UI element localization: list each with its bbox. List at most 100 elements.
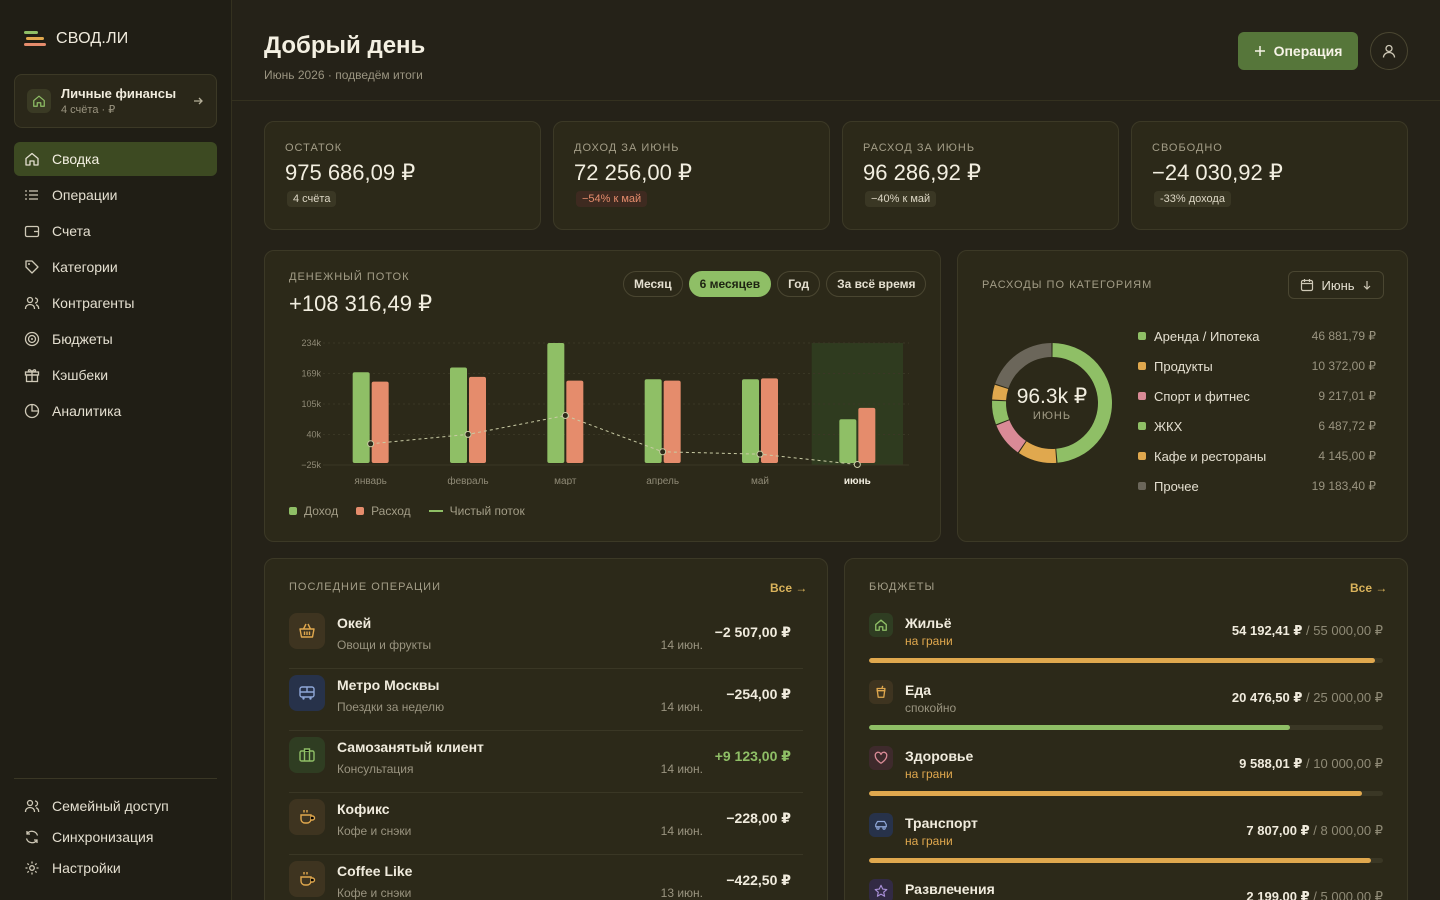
net-flow-point[interactable] — [367, 440, 375, 448]
period-tab-month[interactable]: Месяц — [623, 271, 683, 297]
user-icon — [1382, 44, 1396, 58]
nav-item-sync[interactable]: Синхронизация — [14, 822, 217, 851]
operation-row[interactable]: Самозанятый клиент Консультация 14 июн. … — [289, 731, 803, 793]
income-bar[interactable] — [352, 372, 370, 463]
operation-row[interactable]: Coffee Like Кофе и снэки 13 июн. −422,50… — [289, 855, 803, 900]
net-flow-point[interactable] — [464, 430, 472, 438]
donut-slice[interactable] — [1052, 343, 1112, 463]
net-flow-point[interactable] — [853, 461, 861, 469]
add-operation-button[interactable]: Операция — [1238, 32, 1358, 70]
budgets-card: БЮДЖЕТЫ Все → Жильё на грани 54 192,41 ₽… — [844, 558, 1408, 900]
nav-item-budgets[interactable]: Бюджеты — [14, 322, 217, 356]
x-tick-label: май — [751, 476, 769, 485]
app-logo[interactable]: СВОД.ЛИ — [24, 30, 128, 48]
operation-date: 14 июн. — [660, 762, 703, 776]
budget-name: Жильё — [905, 615, 952, 631]
summary-card-expense[interactable]: РАСХОД ЗА ИЮНЬ 96 286,92 ₽ −40% к май — [842, 121, 1119, 230]
budget-row[interactable]: Жильё на грани 54 192,41 ₽ / 55 000,00 ₽ — [869, 607, 1383, 674]
summary-card-balance[interactable]: ОСТАТОК 975 686,09 ₽ 4 счёта — [264, 121, 541, 230]
operation-amount: −2 507,00 ₽ — [714, 624, 791, 640]
nav-item-analytics[interactable]: Аналитика — [14, 394, 217, 428]
budget-row[interactable]: Транспорт на грани 7 807,00 ₽ / 8 000,00… — [869, 807, 1383, 874]
net-flow-point[interactable] — [659, 448, 667, 456]
operation-row[interactable]: Метро Москвы Поездки за неделю 14 июн. −… — [289, 669, 803, 731]
income-bar[interactable] — [742, 379, 759, 463]
income-bar[interactable] — [644, 379, 662, 463]
cup-icon — [869, 679, 893, 704]
x-tick-label: июнь — [844, 476, 871, 485]
cashflow-total: +108 316,49 ₽ — [289, 291, 433, 316]
nav-item-operations[interactable]: Операции — [14, 178, 217, 212]
nav-item-settings[interactable]: Настройки — [14, 853, 217, 882]
budget-row[interactable]: Развлечения 2 199,00 ₽ / 5 000,00 ₽ — [869, 873, 1383, 900]
budgets-all-link[interactable]: Все → — [1350, 581, 1388, 595]
expense-bar[interactable] — [566, 380, 584, 463]
category-row[interactable]: Спорт и фитнес 9 217,01 ₽ — [1138, 381, 1376, 411]
category-row[interactable]: Кафе и рестораны 4 145,00 ₽ — [1138, 441, 1376, 471]
nav-item-summary[interactable]: Сводка — [14, 142, 217, 176]
category-list: Аренда / Ипотека 46 881,79 ₽ Продукты 10 37… — [1138, 321, 1376, 501]
calendar-icon — [1301, 279, 1314, 292]
category-row[interactable]: ЖКХ 6 487,72 ₽ — [1138, 411, 1376, 441]
nav-item-counterparties[interactable]: Контрагенты — [14, 286, 217, 320]
expense-bar[interactable] — [469, 376, 486, 463]
budget-row[interactable]: Еда спокойно 20 476,50 ₽ / 25 000,00 ₽ — [869, 674, 1383, 741]
expense-bar[interactable] — [858, 407, 876, 463]
operations-card: ПОСЛЕДНИЕ ОПЕРАЦИИ Все → Окей Овощи и фр… — [264, 558, 828, 900]
x-tick-label: январь — [354, 476, 386, 485]
budget-name: Развлечения — [905, 881, 995, 897]
nav-item-family-access[interactable]: Семейный доступ — [14, 791, 217, 820]
category-row[interactable]: Аренда / Ипотека 46 881,79 ₽ — [1138, 321, 1376, 351]
net-flow-point[interactable] — [561, 412, 569, 420]
expense-bar[interactable] — [371, 381, 389, 463]
donut-slice[interactable] — [995, 343, 1052, 389]
y-tick-label: 105k — [301, 399, 321, 409]
donut-slice[interactable] — [992, 400, 1010, 425]
income-bar[interactable] — [839, 419, 857, 463]
operation-amount: −422,50 ₽ — [726, 872, 791, 888]
budget-spent: 2 199,00 ₽ — [1246, 889, 1310, 900]
legend-income: Доход — [289, 504, 338, 518]
page-title: Добрый день — [264, 32, 426, 59]
month-select[interactable]: Июнь — [1288, 271, 1384, 299]
income-bar[interactable] — [450, 367, 467, 463]
net-flow-point[interactable] — [756, 450, 764, 458]
period-tab-year[interactable]: Год — [777, 271, 821, 297]
chart-legend: Доход Расход Чистый поток — [289, 504, 525, 518]
category-row[interactable]: Продукты 10 372,00 ₽ — [1138, 351, 1376, 381]
operation-date: 14 июн. — [660, 824, 703, 838]
period-tab-6-months[interactable]: 6 месяцев — [688, 271, 772, 297]
donut-slice[interactable] — [992, 384, 1009, 401]
donut-slice[interactable] — [1018, 441, 1057, 463]
category-row[interactable]: Прочее 19 183,40 ₽ — [1138, 471, 1376, 501]
users-icon — [24, 295, 40, 311]
operation-row[interactable]: Кофикс Кофе и снэки 14 июн. −228,00 ₽ — [289, 793, 803, 855]
summary-card-income[interactable]: ДОХОД ЗА ИЮНЬ 72 256,00 ₽ −54% к май — [553, 121, 830, 230]
donut-slice[interactable] — [996, 420, 1026, 453]
summary-card-free[interactable]: СВОБОДНО −24 030,92 ₽ -33% дохода — [1131, 121, 1408, 230]
user-avatar-button[interactable] — [1370, 32, 1408, 70]
account-switcher[interactable]: Личные финансы 4 счёта · ₽ — [14, 74, 217, 128]
nav-item-cashbacks[interactable]: Кэшбеки — [14, 358, 217, 392]
budget-progress-fill — [869, 658, 1376, 663]
operations-all-link[interactable]: Все → — [770, 581, 808, 595]
budget-row[interactable]: Здоровье на грани 9 588,01 ₽ / 10 000,00… — [869, 740, 1383, 807]
expense-bar[interactable] — [663, 380, 681, 463]
main-nav: Сводка Операции Счета Категории Контраге… — [14, 142, 217, 430]
summary-label: ОСТАТОК — [285, 142, 343, 154]
category-amount: 19 183,40 ₽ — [1311, 479, 1376, 493]
income-bar[interactable] — [547, 343, 565, 463]
nav-item-accounts[interactable]: Счета — [14, 214, 217, 248]
nav-item-categories[interactable]: Категории — [14, 250, 217, 284]
nav-label: Контрагенты — [52, 295, 135, 311]
operation-description: Кофе и снэки — [337, 886, 412, 900]
operation-row[interactable]: Окей Овощи и фрукты 14 июн. −2 507,00 ₽ — [289, 607, 803, 669]
category-name: Кафе и рестораны — [1154, 448, 1267, 464]
y-tick-label: 169k — [301, 369, 321, 379]
period-tab-all-time[interactable]: За всё время — [826, 271, 927, 297]
secondary-nav: Семейный доступ Синхронизация Настройки — [14, 778, 217, 884]
budget-limit: / 8 000,00 ₽ — [1313, 822, 1383, 838]
expense-bar[interactable] — [761, 378, 778, 463]
operation-amount: +9 123,00 ₽ — [714, 748, 791, 764]
sidebar: СВОД.ЛИ Личные финансы 4 счёта · ₽ Сводк… — [0, 0, 232, 900]
